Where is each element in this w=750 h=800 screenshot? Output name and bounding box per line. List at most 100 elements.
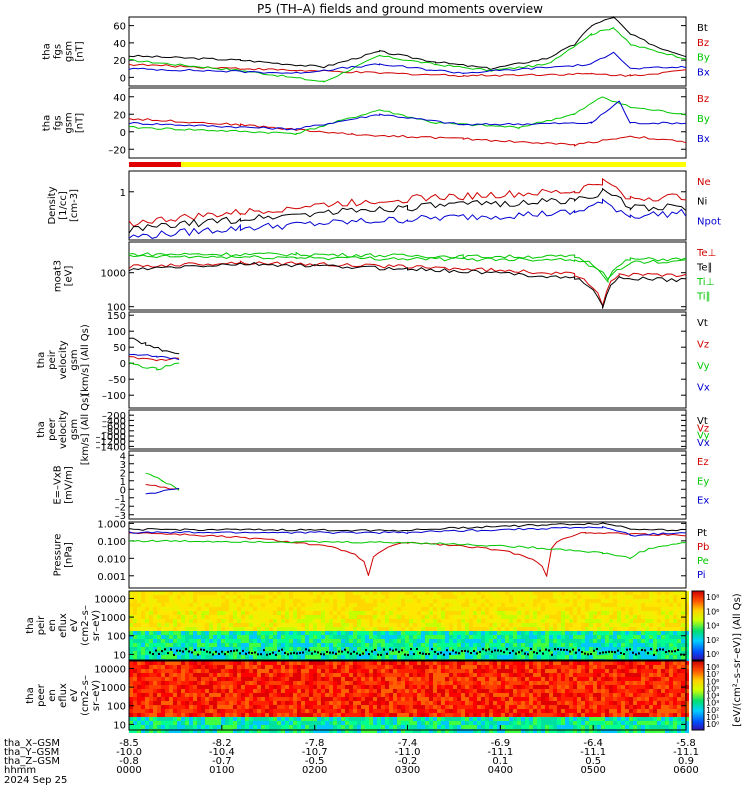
y-tick-label: 1.000 xyxy=(97,519,126,530)
legend-entry: Pb xyxy=(697,542,709,553)
y-tick-label: 10000 xyxy=(94,664,126,675)
legend-entry: Ni xyxy=(697,197,707,208)
y-tick-label: 100 xyxy=(107,632,126,643)
series-Bz xyxy=(129,119,686,146)
series-Pb xyxy=(129,533,686,577)
y-tick-label: 60 xyxy=(113,22,126,33)
panel-p7: 43210–1–2–3E=–VxB[mV/m]EzEyEx xyxy=(53,451,710,522)
y-axis-label: thapeervelocitygsm[km/s] (All Qs) xyxy=(36,394,91,466)
legend-entry: Vx xyxy=(697,438,710,449)
x-tick-time: 0000 xyxy=(116,765,141,776)
series-Pe xyxy=(129,540,686,558)
legend-entry: Npot xyxy=(697,216,721,227)
y-axis-label: moat3[eV] xyxy=(53,260,75,292)
y-tick-label: 40 xyxy=(113,39,126,50)
colorbar-tick: 10⁶ xyxy=(706,607,719,616)
panel-p8: 1.000 0.100 0.010 0.001 Pressure[nPa] Pt Pb Pe P… xyxy=(53,519,710,588)
legend-entry: Vz xyxy=(697,340,709,351)
y-axis-label: thapeerenefluxeV(cm2–s–sr–eV) xyxy=(25,675,102,716)
series-By xyxy=(129,97,686,135)
series-Ey xyxy=(146,473,179,490)
y-tick-label: 10 xyxy=(113,720,126,731)
colorbar-tick: 10⁸ xyxy=(706,593,719,602)
y-axis-label: Density[1/cc][cm-3] xyxy=(47,186,80,224)
y-tick-label: –100 xyxy=(102,391,126,402)
panel-p2: 40200–20thafgsgsm[nT]BzByBx xyxy=(42,88,710,158)
y-axis-label: Pressure[nPa] xyxy=(53,534,75,577)
x-tick-time: 0500 xyxy=(580,765,605,776)
y-tick-label: 1000 xyxy=(101,683,126,694)
y-tick-label: 0.100 xyxy=(97,537,126,548)
legend-entry: Pt xyxy=(697,528,707,539)
legend-entry: By xyxy=(697,53,710,64)
series-Te∥ xyxy=(129,263,686,309)
y-tick-label: 100 xyxy=(107,702,126,713)
y-axis-label: thapeirvelocitygsm[km/s] (All Qs) xyxy=(36,324,91,396)
panel-p4: 1000100moat3[eV]Te⊥Te∥Ti⊥Ti∥ xyxy=(53,242,717,314)
y-tick-label: 10 xyxy=(113,650,126,661)
x-tick-time: 0400 xyxy=(488,765,513,776)
x-tick-time: 0100 xyxy=(209,765,234,776)
series-Bz xyxy=(129,64,686,76)
y-tick-label: 0 xyxy=(120,73,126,84)
series-Ni xyxy=(129,189,686,234)
panel-p5: 150 100 50 0 –50 –100 thapeirvelocitygsm[km/s]… xyxy=(36,311,710,408)
legend-entry: Te∥ xyxy=(696,263,713,274)
y-tick-label: 20 xyxy=(113,110,126,121)
legend-entry: Ex xyxy=(697,496,709,507)
legend-entry: Bx xyxy=(697,67,710,78)
legend-entry: Vt xyxy=(697,318,708,329)
panel-p1: 6040200thafgsgsm[nT]BtBzByBx xyxy=(42,17,710,86)
y-tick-label: 10000 xyxy=(94,594,126,605)
colorbar-label: [eV/(cm²–s–sr–eV)] (All Qs) xyxy=(732,593,743,726)
panel-p6: –200–400–600–800–1000–1200–1400 thapeerve… xyxy=(36,394,710,466)
legend-entry: Pe xyxy=(697,556,709,567)
y-tick-label: 1 xyxy=(120,188,126,199)
legend-entry: Bz xyxy=(697,94,709,105)
y-tick-label: 40 xyxy=(113,93,126,104)
y-tick-label: 0 xyxy=(120,128,126,139)
mode-bar xyxy=(129,162,686,167)
series-Bt xyxy=(129,17,686,70)
legend-entry: Ne xyxy=(697,177,711,188)
series-Vt xyxy=(129,338,179,354)
y-tick-label: –50 xyxy=(108,375,126,386)
colorbar-tick: 10⁰ xyxy=(706,650,719,659)
legend-entry: Pi xyxy=(697,570,706,581)
colorbar-tick: 10⁴ xyxy=(706,622,719,631)
panel-p3: 1 Density[1/cc][cm-3] Ne Ni Npot xyxy=(47,171,721,240)
y-tick-label: 100 xyxy=(107,327,126,338)
y-tick-label: 50 xyxy=(113,343,126,354)
legend-entry: Ez xyxy=(697,457,709,468)
series-Vy xyxy=(129,362,179,370)
colorbar-tick: 10⁰ xyxy=(706,720,719,729)
y-axis-label: thafgsgsm[nT] xyxy=(42,112,86,133)
panel-p9: 10⁸ 10⁶ 10⁴ 10² 10⁰ 10000 1000 100 10 thapeirenef… xyxy=(25,591,719,663)
panel-p10: 10⁸10⁷10⁶10⁵10⁴10³10²10¹10⁰1000010001001… xyxy=(25,661,719,733)
series-Ex xyxy=(146,489,179,494)
date-label: 2024 Sep 25 xyxy=(4,775,67,786)
y-axis-label: thapeirenefluxeV(cm2–s–sr–eV) xyxy=(25,605,102,646)
plot-title: P5 (TH–A) fields and ground moments over… xyxy=(257,2,543,16)
colorbar-tick: 10² xyxy=(706,636,719,645)
y-tick-label: 20 xyxy=(113,56,126,67)
y-tick-label: 1000 xyxy=(101,269,126,280)
legend-entry: Vx xyxy=(697,383,710,394)
legend-entry: Bt xyxy=(697,23,708,34)
y-tick-label: 1000 xyxy=(101,613,126,624)
y-axis-label: E=–VxB[mV/m] xyxy=(53,465,75,504)
legend-entry: Bx xyxy=(697,134,710,145)
y-tick-label: 0.010 xyxy=(97,554,126,565)
legend-entry: Ti∥ xyxy=(696,292,711,303)
series-Pi xyxy=(129,527,686,537)
legend-entry: Ey xyxy=(697,476,709,487)
y-tick-label: 0.001 xyxy=(97,572,126,583)
series-Bx xyxy=(129,101,686,130)
legend-entry: Vy xyxy=(697,361,710,372)
x-tick-time: 0600 xyxy=(673,765,698,776)
x-tick-time: 0300 xyxy=(395,765,420,776)
legend-entry: By xyxy=(697,114,710,125)
y-tick-label: 150 xyxy=(107,311,126,322)
x-tick-time: 0200 xyxy=(302,765,327,776)
